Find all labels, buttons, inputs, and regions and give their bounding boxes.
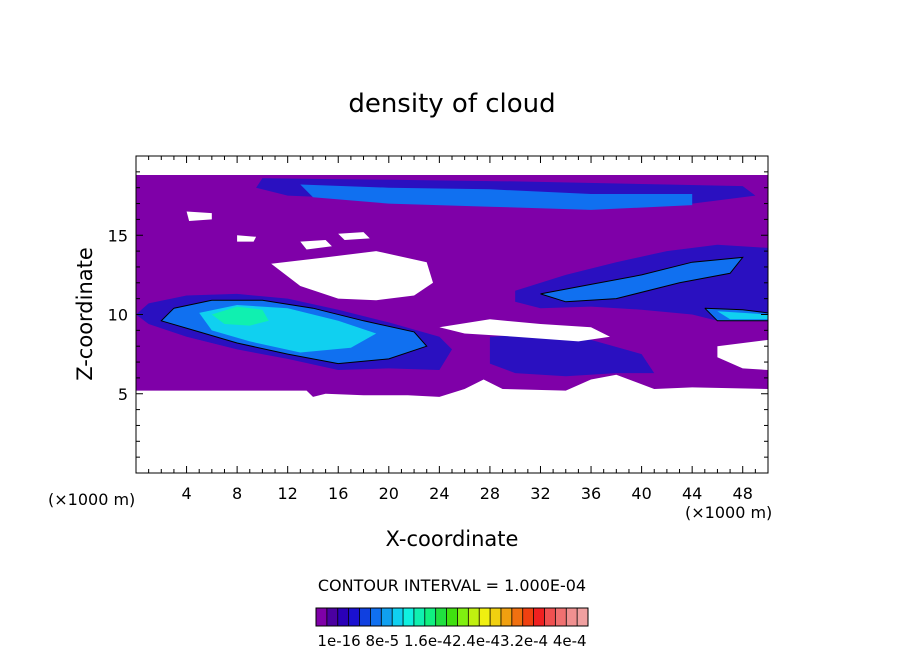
colorbar-swatch — [326, 608, 339, 626]
x-tick-label: 24 — [429, 484, 449, 503]
cloud-free-region-3 — [300, 240, 332, 250]
x-tick-label: 12 — [278, 484, 298, 503]
colorbar-swatch — [381, 608, 393, 626]
y-axis-label: Z-coordinate — [73, 247, 97, 381]
x-tick-label: 8 — [232, 484, 242, 503]
colorbar-swatch — [403, 608, 415, 626]
contour-region-7 — [540, 257, 743, 302]
x-axis-label: X-coordinate — [386, 527, 519, 551]
x-tick-label: 44 — [682, 484, 702, 503]
x-tick-label: 16 — [328, 484, 348, 503]
colorbar-swatch — [577, 608, 589, 626]
x-tick-label: 40 — [631, 484, 651, 503]
chart-title: density of cloud — [348, 89, 555, 119]
contour-region-11 — [211, 306, 269, 326]
colorbar-swatch — [544, 608, 556, 626]
colorbar-swatch — [370, 608, 382, 626]
cloud-free-region-6 — [717, 339, 768, 370]
colorbar-swatch — [359, 608, 371, 626]
colorbar-swatch — [522, 608, 534, 626]
colorbar-swatch — [392, 608, 404, 626]
contour-region-10 — [717, 311, 768, 320]
colorbar-frame — [315, 607, 589, 627]
colorbar — [315, 607, 589, 627]
colorbar-swatch — [337, 608, 349, 626]
colorbar-swatch — [555, 608, 567, 626]
colorbar-swatch — [468, 608, 480, 626]
y-tick-label: 15 — [108, 226, 128, 245]
y-tick-label: 10 — [108, 306, 128, 325]
contour-line-1 — [540, 256, 744, 303]
x-tick-label: 4 — [181, 484, 191, 503]
x-tick-label: 32 — [530, 484, 550, 503]
cloud-free-region-5 — [439, 319, 610, 342]
contour-line-0 — [160, 299, 428, 365]
colorbar-swatch — [479, 608, 491, 626]
colorbar-swatch — [566, 608, 578, 626]
colorbar-swatch — [413, 608, 426, 626]
contour-interval-label: CONTOUR INTERVAL = 1.000E-04 — [318, 576, 586, 595]
colorbar-swatch — [435, 608, 447, 626]
contour-region-3 — [489, 333, 655, 377]
cloud-free-region-1 — [186, 211, 212, 221]
cloud-free-region-4 — [338, 232, 370, 240]
colorbar-swatch — [424, 608, 436, 626]
colorbar-swatch — [533, 608, 545, 626]
cloud-free-region-0 — [271, 251, 433, 301]
plot-area — [136, 175, 769, 397]
x-axis: 4 8 12 16 20 24 28 32 36 40 44 48 — [148, 156, 756, 503]
y-tick-label: 5 — [118, 385, 128, 404]
x-unit-label-left: (×1000 m) — [48, 490, 135, 509]
colorbar-swatch — [457, 608, 469, 626]
colorbar-tick-labels: 1e-16 8e-5 1.6e-42.4e-43.2e-4 4e-4 — [317, 632, 586, 650]
y-axis: 5 10 15 — [108, 171, 768, 458]
x-tick-label: 28 — [480, 484, 500, 503]
x-tick-label: 20 — [379, 484, 399, 503]
colorbar-swatch — [511, 608, 524, 626]
x-tick-label: 48 — [733, 484, 753, 503]
colorbar-swatch — [348, 608, 360, 626]
cloud-free-region-2 — [237, 235, 257, 242]
colorbar-swatch — [316, 608, 328, 626]
x-unit-label-right: (×1000 m) — [685, 503, 772, 522]
colorbar-swatch — [500, 608, 513, 626]
colorbar-swatch — [446, 608, 458, 626]
x-tick-label: 36 — [581, 484, 601, 503]
colorbar-swatch — [490, 608, 502, 626]
contour-region-5 — [300, 184, 693, 210]
